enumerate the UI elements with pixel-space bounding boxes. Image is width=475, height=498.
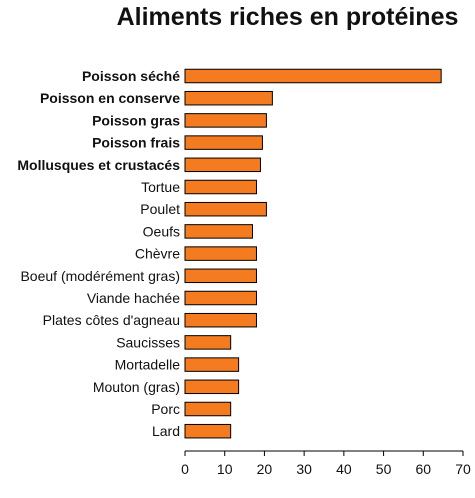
category-label-12: Saucisses — [116, 334, 180, 350]
x-tick-label-20: 20 — [257, 461, 273, 477]
category-label-15: Porc — [151, 401, 180, 417]
bar-1 — [185, 91, 272, 105]
x-tick-label-70: 70 — [455, 461, 471, 477]
category-label-9: Boeuf (modérément gras) — [20, 268, 180, 284]
bar-11 — [185, 313, 256, 327]
category-label-4: Mollusques et crustacés — [17, 157, 180, 173]
category-label-0: Poisson séché — [82, 68, 180, 84]
x-tick-label-30: 30 — [296, 461, 312, 477]
x-tick-label-60: 60 — [415, 461, 431, 477]
category-label-3: Poisson frais — [92, 135, 180, 151]
bar-15 — [185, 402, 231, 416]
x-tick-label-40: 40 — [336, 461, 352, 477]
x-tick-label-0: 0 — [181, 461, 189, 477]
bars — [185, 69, 441, 438]
bar-14 — [185, 380, 239, 394]
bar-2 — [185, 114, 266, 128]
bar-16 — [185, 424, 231, 438]
bar-4 — [185, 158, 260, 172]
category-label-7: Oeufs — [143, 223, 180, 239]
bar-12 — [185, 336, 231, 350]
category-label-14: Mouton (gras) — [93, 379, 180, 395]
category-label-11: Plates côtes d'agneau — [43, 312, 180, 328]
x-axis: 0 10 20 30 40 50 60 70 — [181, 451, 471, 477]
category-labels: Poisson séché Poisson en conserve Poisson … — [17, 68, 180, 439]
category-label-16: Lard — [152, 423, 180, 439]
bar-0 — [185, 69, 441, 83]
bar-7 — [185, 225, 253, 239]
category-label-2: Poisson gras — [92, 112, 180, 128]
category-label-8: Chèvre — [135, 246, 180, 262]
category-label-13: Mortadelle — [115, 357, 181, 373]
bar-13 — [185, 358, 239, 372]
bar-8 — [185, 247, 256, 261]
x-tick-label-10: 10 — [217, 461, 233, 477]
category-label-5: Tortue — [141, 179, 180, 195]
category-label-1: Poisson en conserve — [40, 90, 180, 106]
bar-9 — [185, 269, 256, 283]
category-label-10: Viande hachée — [87, 290, 180, 306]
category-label-6: Poulet — [140, 201, 180, 217]
bar-10 — [185, 291, 256, 305]
bar-5 — [185, 180, 256, 194]
bar-3 — [185, 136, 262, 150]
bar-6 — [185, 202, 266, 216]
x-tick-label-50: 50 — [376, 461, 392, 477]
